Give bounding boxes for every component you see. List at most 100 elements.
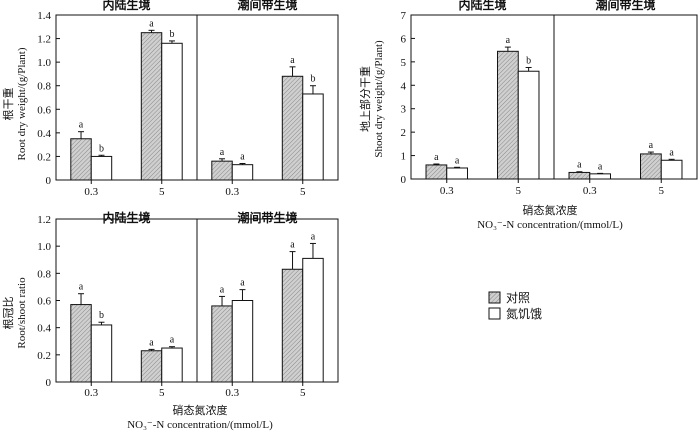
root-significance-letter: a — [240, 152, 245, 163]
ratio-xtick-label: 5 — [159, 387, 165, 399]
root-bar-starved — [232, 165, 252, 180]
ratio-section-title: 潮间带生境 — [237, 210, 297, 225]
root-section-title: 内陆生境 — [102, 0, 150, 12]
root-bar-starved — [303, 94, 323, 180]
ratio-xtick-label: 0.3 — [84, 387, 98, 399]
shoot-section-title: 潮间带生境 — [595, 0, 655, 12]
shoot-bar-control — [498, 51, 519, 179]
panel-root-dry-weight: 根干重 Root dry weight/(g/Plant) 0 0.2 0.4 0.6… — [1, 0, 338, 198]
ratio-bar-control — [141, 351, 161, 382]
root-xtick-label: 5 — [300, 186, 306, 198]
ratio-significance-letter: a — [311, 231, 316, 242]
shoot-xtick-label: 0.3 — [583, 185, 597, 197]
root-ytick-label: 0.6 — [37, 104, 51, 116]
ratio-xtick-label: 5 — [300, 387, 306, 399]
ratio-significance-letter: b — [99, 310, 104, 321]
ratio-section-title: 内陆生境 — [102, 210, 150, 225]
root-ytick-label: 0.2 — [37, 151, 51, 163]
shoot-bar-control — [641, 154, 662, 179]
ratio-bar-control — [282, 269, 302, 382]
ratio-bar-control — [71, 305, 91, 382]
shoot-significance-letter: a — [577, 160, 582, 171]
shoot-bar-control — [569, 172, 590, 179]
ratio-bar-starved — [303, 258, 323, 382]
root-xtick-label: 0.3 — [84, 186, 98, 198]
root-ytick-label: 0.8 — [37, 81, 51, 93]
legend-label-starved: 氮饥饿 — [506, 306, 542, 321]
shoot-xtick-label: 0.3 — [440, 185, 454, 197]
ratio-ytick-label: 0.2 — [37, 350, 51, 362]
root-significance-letter: a — [220, 147, 225, 158]
shoot-xtick-label: 5 — [516, 185, 522, 197]
shoot-ytick-label: 1 — [401, 151, 407, 163]
shoot-bar-starved — [447, 168, 468, 179]
shoot-ytick-label: 5 — [401, 57, 407, 69]
ratio-ytick-label: 1.0 — [37, 241, 51, 253]
shoot-significance-letter: a — [455, 155, 460, 166]
root-xtick-label: 0.3 — [225, 186, 239, 198]
root-bar-control — [71, 139, 91, 180]
ratio-significance-letter: a — [290, 240, 295, 251]
shoot-ylabel-en: Shoot dry weight/(g/Plant) — [373, 40, 385, 158]
ratio-xlabel-cn: 硝态氮浓度 — [173, 403, 228, 417]
shoot-significance-letter: a — [669, 147, 674, 158]
legend: 对照 氮饥饿 — [489, 291, 542, 321]
shoot-significance-letter: b — [526, 55, 531, 66]
root-bar-control — [141, 33, 161, 180]
shoot-bar-starved — [590, 174, 611, 179]
shoot-xlabel-en: NO₃⁻-N concentration/(mmol/L) — [477, 219, 623, 231]
legend-swatch-control — [489, 292, 500, 303]
shoot-significance-letter: a — [434, 152, 439, 163]
figure: 根干重 Root dry weight/(g/Plant) 0 0.2 0.4 0.6… — [0, 0, 700, 431]
shoot-significance-letter: a — [598, 161, 603, 172]
root-bar-starved — [91, 156, 111, 180]
ratio-ytick-label: 0.8 — [37, 268, 51, 280]
root-significance-letter: a — [149, 18, 154, 29]
ratio-significance-letter: a — [79, 282, 84, 293]
ratio-ytick-label: 1.2 — [37, 214, 51, 226]
root-ytick-label: 0 — [46, 175, 52, 187]
root-bar-control — [282, 76, 302, 180]
shoot-bar-control — [426, 165, 447, 179]
shoot-section-title: 内陆生境 — [458, 0, 506, 12]
root-significance-letter: a — [79, 120, 84, 131]
root-ytick-label: 1.4 — [37, 10, 51, 22]
root-ylabel-en: Root dry weight/(g/Plant) — [16, 47, 28, 160]
root-bar-starved — [162, 43, 182, 180]
root-xtick-label: 5 — [159, 186, 165, 198]
shoot-ytick-label: 2 — [401, 127, 407, 139]
shoot-ytick-label: 0 — [401, 174, 407, 186]
root-bar-control — [212, 161, 232, 180]
shoot-ytick-label: 6 — [401, 33, 407, 45]
root-significance-letter: b — [310, 74, 315, 85]
legend-swatch-starved — [489, 308, 500, 319]
ratio-bar-control — [212, 306, 232, 382]
root-ytick-label: 1.2 — [37, 34, 51, 46]
shoot-ytick-label: 3 — [401, 104, 407, 116]
shoot-xtick-label: 5 — [659, 185, 665, 197]
ratio-ylabel-cn: 根冠比 — [1, 297, 15, 330]
root-ytick-label: 0.4 — [37, 128, 51, 140]
shoot-ytick-label: 7 — [401, 10, 407, 22]
ratio-significance-letter: a — [149, 337, 154, 348]
root-significance-letter: b — [99, 143, 104, 154]
shoot-bar-starved — [661, 160, 682, 179]
root-ytick-label: 1.0 — [37, 57, 51, 69]
ratio-significance-letter: a — [170, 335, 175, 346]
shoot-xlabel-cn: 硝态氮浓度 — [523, 203, 578, 217]
shoot-ylabel-cn: 地上部分干重 — [358, 66, 372, 132]
ratio-ytick-label: 0.6 — [37, 296, 51, 308]
chart-canvas: 根干重 Root dry weight/(g/Plant) 0 0.2 0.4 0.6… — [0, 0, 700, 431]
ratio-bar-starved — [232, 301, 252, 383]
ratio-significance-letter: a — [220, 284, 225, 295]
panel-shoot-dry-weight: 地上部分干重 Shoot dry weight/(g/Plant) 硝态氮浓度 … — [358, 0, 697, 231]
root-ylabel-cn: 根干重 — [1, 88, 15, 121]
shoot-significance-letter: a — [506, 35, 511, 46]
ratio-xtick-label: 0.3 — [225, 387, 239, 399]
panel-root-shoot-ratio: 根冠比 Root/shoot ratio 硝态氮浓度 NO₃⁻-N concen… — [1, 210, 338, 431]
legend-label-control: 对照 — [506, 291, 530, 305]
ratio-bar-starved — [162, 348, 182, 382]
shoot-ytick-label: 4 — [401, 80, 407, 92]
ratio-ylabel-en: Root/shoot ratio — [16, 277, 28, 349]
ratio-ytick-label: 0.4 — [37, 323, 51, 335]
